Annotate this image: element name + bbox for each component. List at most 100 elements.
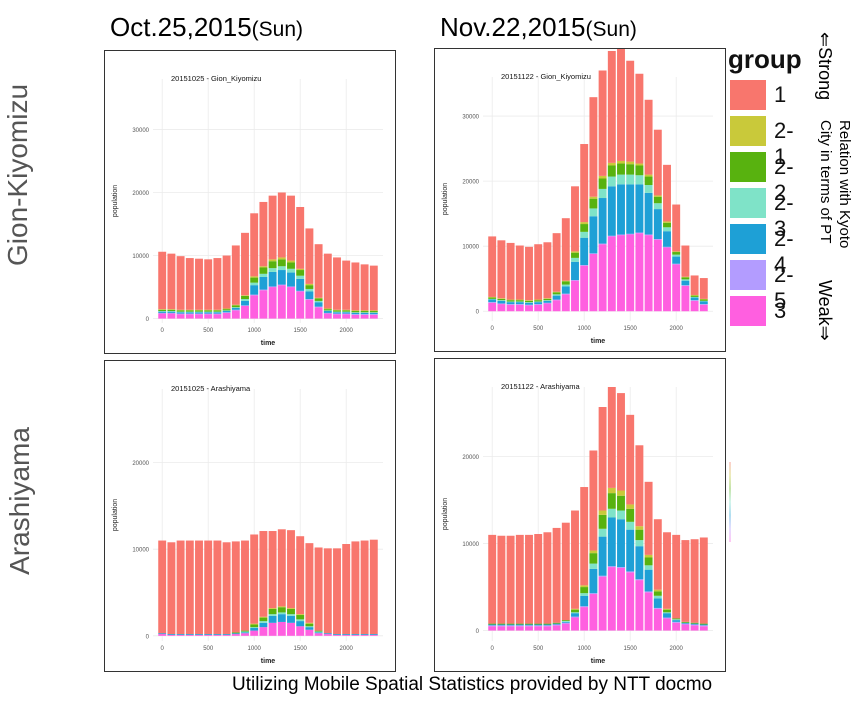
bar-segment-2_3 bbox=[543, 300, 552, 301]
bar-segment-2_2 bbox=[497, 298, 506, 301]
bar-segment-2_2 bbox=[681, 621, 690, 623]
bar-segment-2_2 bbox=[525, 623, 533, 625]
bar-segment-1 bbox=[653, 129, 662, 196]
bar-segment-1 bbox=[222, 255, 231, 309]
bar-segment-2_3 bbox=[534, 301, 543, 303]
bar-segment-2_3 bbox=[626, 174, 635, 185]
bar-segment-2_4 bbox=[607, 517, 616, 567]
bar-segment-2_1 bbox=[167, 309, 176, 310]
bar-segment-2_4 bbox=[617, 519, 625, 568]
bar-segment-1 bbox=[506, 535, 515, 624]
bar-segment-2_5 bbox=[626, 571, 635, 573]
bar-segment-2_2 bbox=[314, 298, 323, 301]
bar-segment-1 bbox=[580, 487, 589, 586]
bar-segment-1 bbox=[360, 264, 369, 311]
bar-segment-2_2 bbox=[250, 277, 259, 283]
bar-segment-2_4 bbox=[672, 256, 681, 264]
bar-segment-2_2 bbox=[561, 281, 570, 285]
x-tick-label: 0 bbox=[491, 326, 495, 332]
bar-segment-2_2 bbox=[690, 295, 699, 297]
legend-note-pt: City in terms of PT bbox=[817, 120, 834, 244]
bar-segment-1 bbox=[617, 49, 625, 161]
bar-segment-3 bbox=[607, 236, 616, 312]
bar-segment-2_4 bbox=[231, 633, 240, 635]
bar-segment-2_1 bbox=[598, 175, 607, 179]
bar-segment-2_5 bbox=[598, 575, 607, 577]
bar-segment-2_1 bbox=[488, 296, 497, 298]
bar-segment-3 bbox=[167, 313, 176, 319]
bar-segment-2_3 bbox=[561, 284, 570, 287]
bar-segment-2_1 bbox=[644, 554, 653, 558]
bar-segment-2_3 bbox=[287, 614, 295, 616]
bar-segment-2_4 bbox=[644, 192, 653, 235]
bar-segment-2_2 bbox=[598, 178, 607, 189]
bar-segment-2_5 bbox=[699, 304, 708, 305]
bar-segment-3 bbox=[176, 314, 185, 319]
bar-segment-1 bbox=[488, 236, 497, 297]
bar-segment-1 bbox=[314, 244, 323, 298]
bar-segment-2_4 bbox=[607, 186, 616, 236]
bar-segment-1 bbox=[305, 228, 314, 284]
bar-segment-1 bbox=[241, 540, 249, 631]
bar-segment-1 bbox=[342, 260, 351, 310]
bar-segment-2_4 bbox=[185, 634, 194, 635]
bar-segment-1 bbox=[589, 97, 598, 197]
y-axis-label: population bbox=[112, 185, 119, 217]
bar-segment-3 bbox=[681, 624, 690, 631]
bar-segment-2_1 bbox=[534, 299, 543, 301]
column-date-nov: Nov.22,2015 bbox=[440, 12, 586, 42]
bar-segment-3 bbox=[699, 304, 708, 312]
bar-segment-2_5 bbox=[534, 625, 543, 627]
bar-segment-3 bbox=[305, 629, 314, 636]
x-tick-label: 0 bbox=[161, 328, 165, 334]
bar-segment-1 bbox=[571, 186, 579, 252]
bar-segment-1 bbox=[213, 540, 222, 635]
bar-segment-3 bbox=[369, 314, 378, 319]
bar-segment-2_1 bbox=[323, 308, 332, 310]
bar-segment-3 bbox=[571, 280, 579, 312]
bar-segment-2_1 bbox=[296, 268, 305, 271]
bar-segment-3 bbox=[580, 265, 589, 312]
bar-segment-2_2 bbox=[589, 553, 598, 564]
bar-segment-3 bbox=[497, 304, 506, 312]
bar-segment-2_3 bbox=[607, 176, 616, 187]
bar-segment-2_2 bbox=[681, 277, 690, 280]
bar-segment-2_5 bbox=[314, 306, 323, 308]
legend-swatch-2-5 bbox=[730, 260, 766, 290]
bar-segment-2_3 bbox=[296, 619, 305, 622]
bar-segment-2_4 bbox=[342, 634, 351, 635]
bar-segment-1 bbox=[497, 240, 506, 299]
bar-segment-2_1 bbox=[543, 298, 552, 299]
bar-segment-1 bbox=[351, 541, 360, 635]
bar-segment-2_1 bbox=[515, 299, 524, 301]
bar-segment-1 bbox=[552, 233, 561, 292]
bar-segment-2_1 bbox=[607, 487, 616, 494]
bar-segment-1 bbox=[525, 534, 533, 624]
bar-segment-2_3 bbox=[241, 299, 249, 301]
bar-segment-2_5 bbox=[561, 622, 570, 624]
bar-segment-1 bbox=[305, 543, 314, 623]
bar-segment-1 bbox=[314, 547, 323, 631]
bar-segment-3 bbox=[342, 314, 351, 319]
bar-segment-2_4 bbox=[213, 634, 222, 635]
bar-segment-2_2 bbox=[360, 311, 369, 313]
bar-segment-2_3 bbox=[617, 174, 625, 185]
bar-segment-1 bbox=[497, 535, 506, 624]
bar-segment-2_4 bbox=[626, 529, 635, 572]
legend-note-relation: Relation with Kyoto bbox=[836, 120, 853, 249]
bar-segment-3 bbox=[653, 239, 662, 312]
bar-segment-2_4 bbox=[241, 632, 249, 634]
bar-segment-3 bbox=[690, 625, 699, 631]
bar-segment-2_4 bbox=[690, 297, 699, 301]
bar-segment-3 bbox=[626, 572, 635, 631]
bar-segment-2_3 bbox=[268, 614, 277, 616]
bar-segment-2_5 bbox=[635, 232, 644, 234]
bar-segment-2_4 bbox=[296, 621, 305, 627]
bar-segment-3 bbox=[323, 634, 332, 636]
bar-segment-3 bbox=[213, 634, 222, 636]
bar-segment-3 bbox=[360, 314, 369, 319]
bar-segment-2_3 bbox=[663, 227, 671, 232]
bar-segment-1 bbox=[653, 519, 662, 590]
bar-segment-2_4 bbox=[525, 302, 533, 305]
bar-segment-2_2 bbox=[277, 607, 286, 613]
